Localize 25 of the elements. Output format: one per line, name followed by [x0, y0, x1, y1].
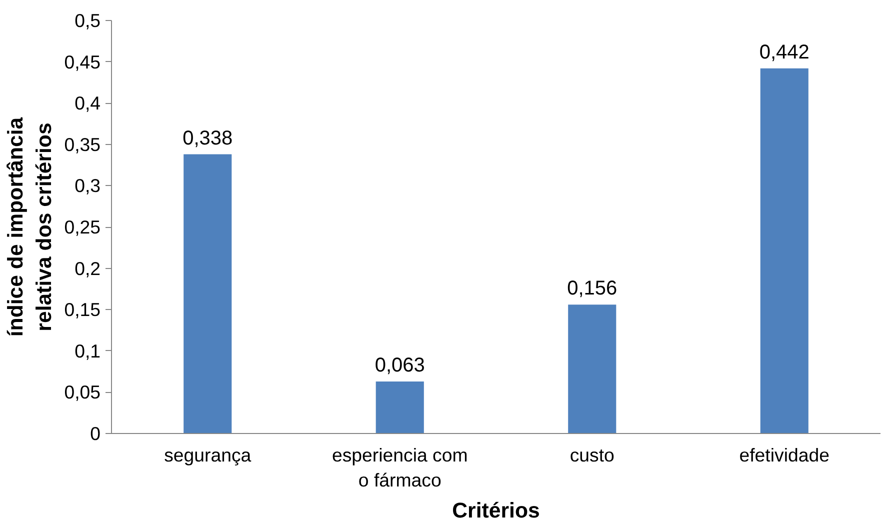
y-tick-label: 0,3 [74, 175, 101, 196]
y-tick-label: 0,05 [64, 382, 100, 403]
y-axis-title: índice de importância relativa dos critérios [3, 117, 56, 337]
x-tick-label: custo [570, 444, 614, 466]
bar [376, 381, 424, 434]
y-tick-label: 0,45 [64, 51, 100, 72]
data-label: 0,156 [567, 278, 618, 300]
x-axis-title: Critérios [452, 498, 540, 523]
y-tick-label: 0,1 [74, 340, 101, 362]
x-tick-label: segurança [164, 444, 252, 466]
y-tick-label: 0,25 [64, 216, 100, 238]
y-tick-label: 0,15 [64, 299, 100, 320]
y-tick-label: 0,2 [74, 258, 101, 279]
y-tick-label: 0,35 [64, 134, 100, 155]
x-tick-label: esperiencia com o fármaco [332, 444, 468, 491]
bar [184, 154, 232, 434]
data-label: 0,338 [182, 127, 233, 150]
y-tick-label: 0,4 [74, 92, 101, 114]
data-label: 0,442 [759, 41, 810, 64]
y-tick-label: 0,5 [74, 10, 101, 31]
y-tick-label: 0 [90, 423, 101, 444]
x-tick-label: efetividade [739, 444, 830, 466]
bar [568, 304, 616, 434]
bar [760, 68, 808, 434]
data-label: 0,063 [374, 354, 425, 376]
